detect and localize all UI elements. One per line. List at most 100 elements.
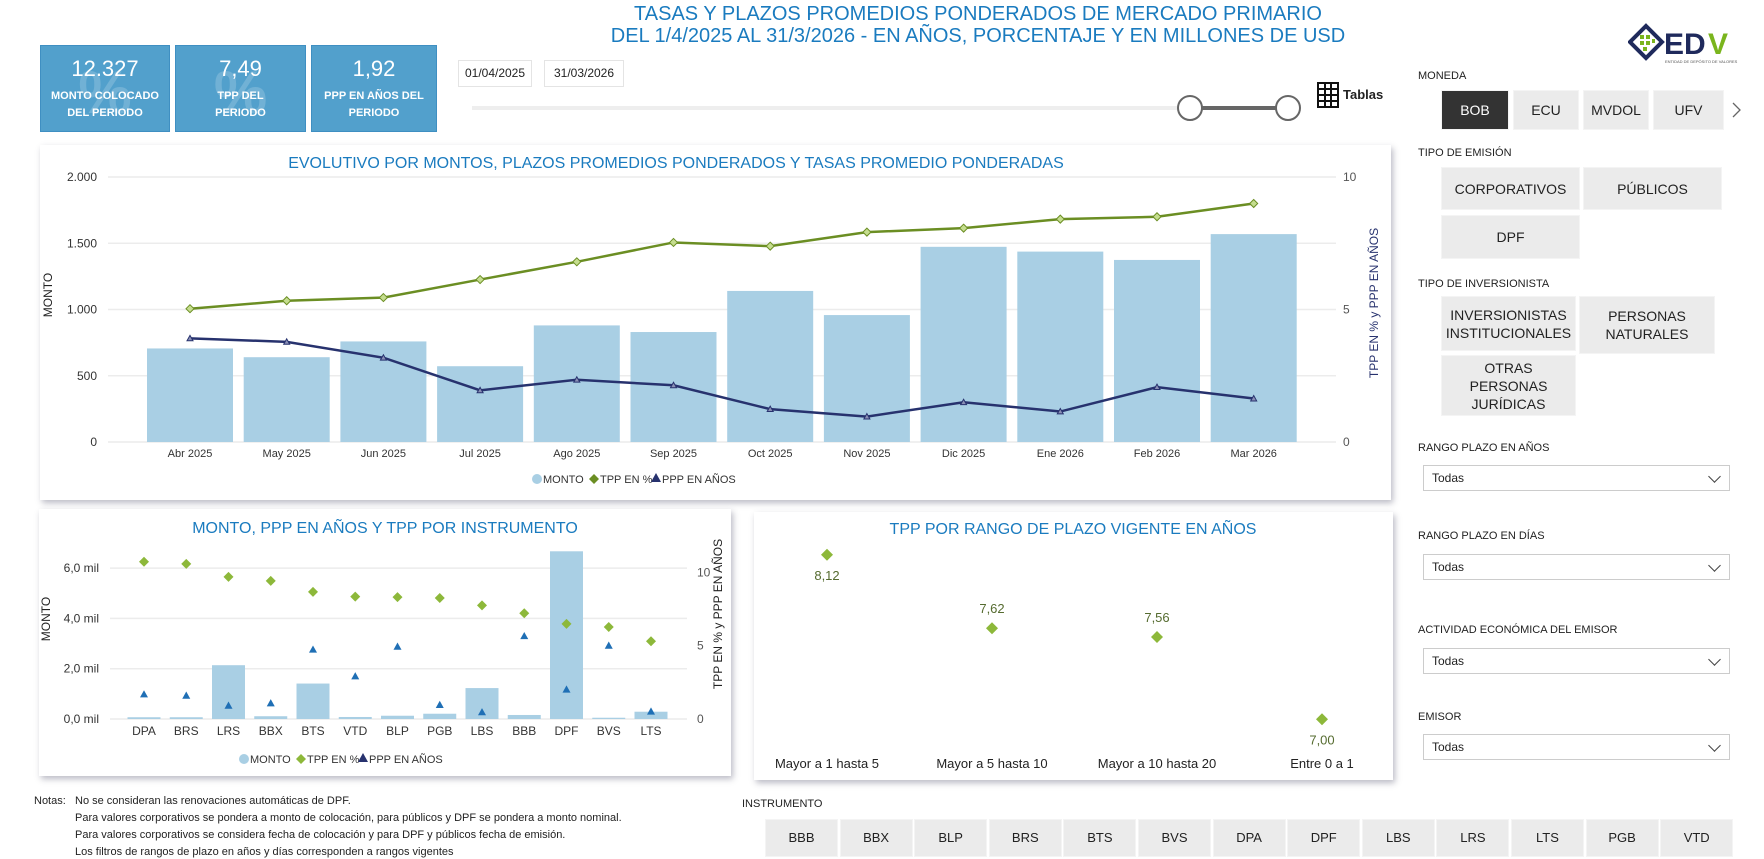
note-line: Para valores corporativos se considera f… xyxy=(75,829,566,841)
x-tick-label: Dic 2025 xyxy=(942,448,985,460)
rango-anios-dropdown[interactable]: Todas xyxy=(1423,465,1730,491)
line-tpp xyxy=(189,202,1254,310)
date-slider-track[interactable] xyxy=(472,106,1300,110)
kpi-ppp: 1,92 PPP EN AÑOS DEL PERIODO xyxy=(311,45,437,132)
tpp-point xyxy=(561,618,572,629)
data-label: 7,00 xyxy=(1309,732,1334,747)
instrumento-lbs-button[interactable]: LBS xyxy=(1361,819,1435,857)
evolutivo-chart: EVOLUTIVO POR MONTOS, PLAZOS PROMEDIOS P… xyxy=(40,145,1391,500)
x-tick-label: BVS xyxy=(597,724,621,738)
x-tick-label: BLP xyxy=(386,724,409,738)
data-label: 7,56 xyxy=(1144,610,1169,625)
data-label: 8,12 xyxy=(814,568,839,583)
bar-may-2025 xyxy=(243,357,330,442)
dropdown-value: Todas xyxy=(1432,740,1465,754)
instrumento-chart-svg: MONTO, PPP EN AÑOS Y TPP POR INSTRUMENTO… xyxy=(39,517,725,766)
ppp-point xyxy=(435,700,444,708)
tpp-point xyxy=(1152,212,1162,222)
moneda-mvdol-button[interactable]: MVDOL xyxy=(1583,90,1649,130)
otras-personas-juridicas-button[interactable]: OTRAS PERSONAS JURÍDICAS xyxy=(1441,355,1576,416)
end-date-input[interactable]: 31/03/2026 xyxy=(544,60,624,87)
instrumento-bvs-button[interactable]: BVS xyxy=(1138,819,1211,857)
slider-end-handle[interactable] xyxy=(1275,95,1301,121)
instrumento-lts-button[interactable]: LTS xyxy=(1511,819,1584,857)
instrumento-bbb-button[interactable]: BBB xyxy=(765,819,838,857)
kpi-value: 1,92 xyxy=(352,56,396,81)
tpp-point xyxy=(475,274,485,285)
legend-tpp-label: TPP EN % xyxy=(307,754,360,766)
ppp-point xyxy=(959,398,968,406)
tpp-point xyxy=(986,622,998,635)
instrumento-lrs-button[interactable]: LRS xyxy=(1436,819,1510,857)
svg-text:V: V xyxy=(1708,28,1728,61)
moneda-ecu-button[interactable]: ECU xyxy=(1513,90,1579,130)
ppp-point xyxy=(309,645,317,653)
tpp-point xyxy=(434,593,445,603)
tpp-point xyxy=(185,303,195,314)
instrumento-brs-button[interactable]: BRS xyxy=(988,819,1062,857)
instrumento-bts-button[interactable]: BTS xyxy=(1063,819,1137,857)
publicos-button[interactable]: PÚBLICOS xyxy=(1583,167,1722,210)
emisor-dropdown[interactable]: Todas xyxy=(1423,734,1730,760)
chevron-right-icon[interactable] xyxy=(1730,102,1742,118)
page-subtitle: DEL 1/4/2025 AL 31/3/2026 - EN AÑOS, POR… xyxy=(610,25,1346,47)
x-tick-label: May 2025 xyxy=(263,448,311,460)
moneda-ufv-button[interactable]: UFV xyxy=(1653,90,1724,130)
chart-title: TPP POR RANGO DE PLAZO VIGENTE EN AÑOS xyxy=(890,518,1257,538)
dpf-button[interactable]: DPF xyxy=(1441,215,1580,259)
personas-naturales-button[interactable]: PERSONAS NATURALES xyxy=(1579,296,1715,354)
x-tick-label: Entre 0 a 1 xyxy=(1290,756,1354,771)
ppp-point xyxy=(604,641,613,649)
start-date-input[interactable]: 01/04/2025 xyxy=(458,60,532,87)
y-tick-label: 2.000 xyxy=(67,170,97,184)
actividad-label: ACTIVIDAD ECONÓMICA DEL EMISOR xyxy=(1418,624,1618,636)
instrumento-vtd-button[interactable]: VTD xyxy=(1660,819,1734,857)
tpp-point xyxy=(1151,631,1163,644)
y-tick-label: 1.500 xyxy=(67,236,97,250)
ppp-point xyxy=(1249,394,1258,402)
y2-tick-label: 10 xyxy=(1343,170,1357,184)
instrumento-chart: MONTO, PPP EN AÑOS Y TPP POR INSTRUMENTO… xyxy=(39,509,731,776)
tpp-point xyxy=(862,227,872,237)
kpi-label: PPP EN AÑOS DEL PERIODO xyxy=(324,90,424,119)
tpp-point xyxy=(519,608,530,619)
actividad-dropdown[interactable]: Todas xyxy=(1423,648,1730,674)
instrumento-bbx-button[interactable]: BBX xyxy=(839,819,913,857)
bar-bts xyxy=(296,683,330,719)
bar-jul-2025 xyxy=(437,366,524,442)
x-tick-label: Mar 2026 xyxy=(1230,448,1276,460)
x-tick-label: Ago 2025 xyxy=(553,448,600,460)
moneda-bob-button[interactable]: BOB xyxy=(1441,90,1509,130)
tpp-point xyxy=(350,591,361,602)
legend-monto-label: MONTO xyxy=(250,754,291,766)
y-tick-label: 0 xyxy=(90,435,97,449)
instrumento-pgb-button[interactable]: PGB xyxy=(1585,819,1659,857)
instrumento-dpa-button[interactable]: DPA xyxy=(1212,819,1286,857)
legend-tpp-swatch xyxy=(589,474,599,484)
instrumento-label: INSTRUMENTO xyxy=(742,798,823,810)
y-tick-label: 0,0 mil xyxy=(64,712,99,726)
tpp-point xyxy=(1055,214,1066,224)
bar-bbb xyxy=(507,714,541,719)
y2-axis-title: TPP EN % y PPP EN AÑOS xyxy=(711,539,725,689)
y2-tick-label: 5 xyxy=(1343,303,1350,317)
bar-blp xyxy=(381,715,414,719)
corporativos-button[interactable]: CORPORATIVOS xyxy=(1441,167,1580,210)
x-tick-label: Abr 2025 xyxy=(168,448,213,460)
rango-anios-label: RANGO PLAZO EN AÑOS xyxy=(1418,442,1550,454)
note-line: Los filtros de rangos de plazo en años y… xyxy=(75,846,454,858)
x-tick-label: Oct 2025 xyxy=(748,448,793,460)
inversionistas-institucionales-button[interactable]: INVERSIONISTAS INSTITUCIONALES xyxy=(1441,296,1576,351)
instrumento-blp-button[interactable]: BLP xyxy=(914,819,988,857)
tablas-button[interactable]: Tablas xyxy=(1317,82,1417,109)
ppp-point xyxy=(379,353,388,361)
tpp-point xyxy=(308,586,318,597)
bar-mar-2026 xyxy=(1210,234,1297,442)
legend-tpp-swatch xyxy=(296,754,306,764)
x-tick-label: DPA xyxy=(132,724,156,738)
dropdown-value: Todas xyxy=(1432,471,1465,485)
rango-dias-dropdown[interactable]: Todas xyxy=(1423,554,1730,580)
slider-start-handle[interactable] xyxy=(1177,95,1203,121)
instrumento-dpf-button[interactable]: DPF xyxy=(1287,819,1361,857)
kpi-value: 7,49 xyxy=(219,56,262,81)
